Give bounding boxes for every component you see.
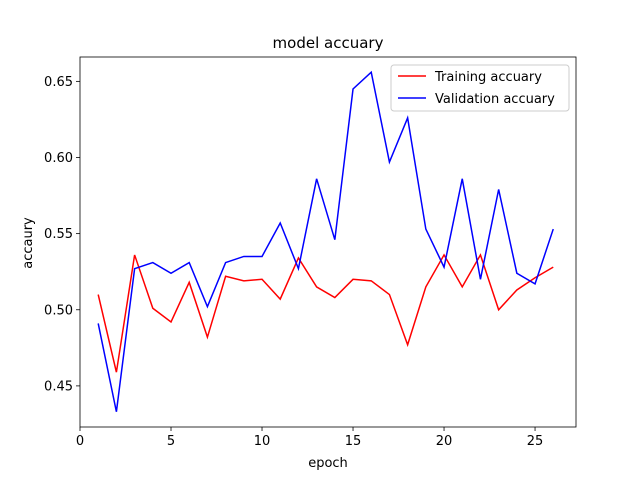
x-tick-label: 20	[436, 434, 453, 449]
series-line-training-accuary	[97, 253, 554, 373]
y-tick-label: 0.50	[44, 303, 73, 318]
x-tick-label: 5	[167, 434, 175, 449]
chart-title: model accuary	[273, 34, 384, 52]
tick-marks: 0 5 10 15 20 25 0.45 0.50 0.55 0.60 0.65	[44, 75, 543, 449]
y-axis-label: accaury	[21, 217, 36, 269]
x-tick-label: 15	[345, 434, 362, 449]
x-tick-label: 25	[527, 434, 544, 449]
x-axis-label: epoch	[308, 456, 348, 471]
legend-label-training: Training accuary	[434, 70, 542, 85]
y-tick-label: 0.65	[44, 75, 73, 90]
y-tick-label: 0.55	[44, 227, 73, 242]
legend-box	[390, 64, 570, 112]
y-tick-label: 0.60	[44, 151, 73, 166]
axes-frame	[79, 56, 577, 428]
legend-label-validation: Validation accuary	[435, 92, 555, 107]
axes	[79, 56, 577, 428]
legend: Training accuary Validation accuary	[390, 64, 570, 112]
y-tick-label: 0.45	[44, 379, 73, 394]
x-tick-label: 10	[254, 434, 271, 449]
series-lines	[97, 70, 554, 412]
x-tick-label: 0	[76, 434, 84, 449]
series-line-validation-accuary	[97, 70, 554, 412]
